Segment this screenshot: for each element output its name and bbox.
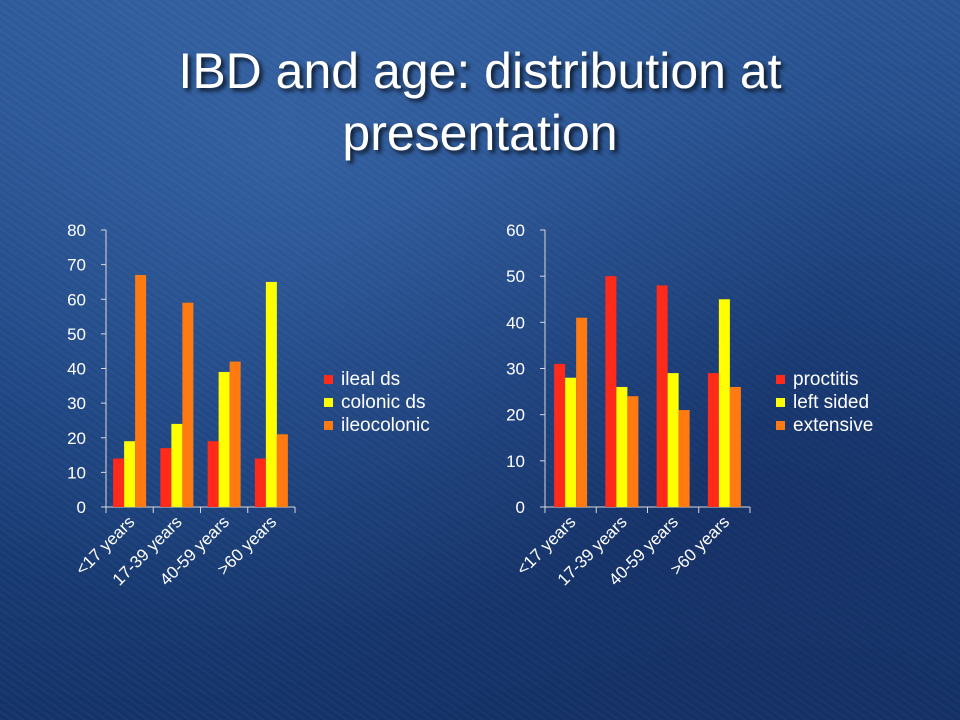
- right-bar-extensive-3: [729, 386, 741, 507]
- right-legend-label: left sided: [793, 392, 869, 413]
- right-y-tick-label: 40: [506, 313, 525, 332]
- slide-title-line-2: presentation: [342, 105, 618, 161]
- right-legend-swatch: [776, 375, 785, 384]
- right-bar-proctitis-0: [554, 363, 566, 507]
- right-bar-extensive-0: [576, 317, 588, 507]
- left-bar-colonic-ds-1: [171, 423, 183, 507]
- right-legend-swatch: [776, 421, 785, 430]
- right-legend-swatch: [776, 398, 785, 407]
- right-bar-left-sided-3: [718, 299, 730, 507]
- right-bar-extensive-2: [678, 410, 690, 507]
- right-bar-left-sided-0: [565, 377, 577, 507]
- left-legend-swatch: [324, 398, 333, 407]
- right-bar-left-sided-2: [667, 373, 679, 507]
- left-bar-ileocolonic-1: [182, 302, 194, 507]
- left-bar-colonic-ds-0: [124, 441, 136, 507]
- left-y-tick-label: 0: [77, 498, 86, 517]
- right-y-tick-label: 30: [506, 360, 525, 379]
- right-legend-label: proctitis: [793, 369, 858, 390]
- left-y-tick-label: 60: [67, 290, 86, 309]
- right-bar-extensive-1: [627, 396, 639, 507]
- left-bar-ileocolonic-0: [135, 275, 147, 507]
- left-bar-ileal-ds-1: [160, 448, 172, 507]
- left-y-tick-label: 80: [67, 221, 86, 240]
- right-bar-proctitis-1: [605, 276, 617, 507]
- left-legend-swatch: [324, 421, 333, 430]
- right-legend-label: extensive: [793, 415, 873, 436]
- right-y-tick-label: 10: [506, 452, 525, 471]
- left-bar-ileal-ds-0: [113, 458, 125, 507]
- left-legend-label: colonic ds: [341, 392, 426, 413]
- left-y-tick-label: 40: [67, 360, 86, 379]
- left-y-tick-label: 50: [67, 325, 86, 344]
- right-bar-proctitis-2: [656, 285, 668, 507]
- left-y-tick-label: 10: [67, 463, 86, 482]
- left-legend-swatch: [324, 375, 333, 384]
- left-y-tick-label: 70: [67, 256, 86, 275]
- right-y-tick-label: 60: [506, 221, 525, 240]
- left-bar-ileal-ds-2: [207, 441, 219, 507]
- left-legend-label: ileocolonic: [341, 415, 430, 436]
- left-bar-colonic-ds-2: [218, 371, 230, 507]
- left-bar-ileocolonic-2: [229, 361, 241, 507]
- left-bar-ileal-ds-3: [254, 458, 266, 507]
- left-legend-label: ileal ds: [341, 369, 400, 390]
- left-bar-ileocolonic-3: [276, 434, 288, 507]
- right-y-tick-label: 0: [516, 498, 525, 517]
- left-bar-colonic-ds-3: [265, 281, 277, 507]
- right-y-tick-label: 20: [506, 406, 525, 425]
- right-bar-left-sided-1: [616, 386, 628, 507]
- left-y-tick-label: 30: [67, 394, 86, 413]
- left-y-tick-label: 20: [67, 429, 86, 448]
- slide-title: IBD and age: distribution at presentatio…: [0, 40, 960, 164]
- slide-title-line-1: IBD and age: distribution at: [178, 43, 782, 99]
- right-bar-proctitis-3: [707, 373, 719, 507]
- right-y-tick-label: 50: [506, 267, 525, 286]
